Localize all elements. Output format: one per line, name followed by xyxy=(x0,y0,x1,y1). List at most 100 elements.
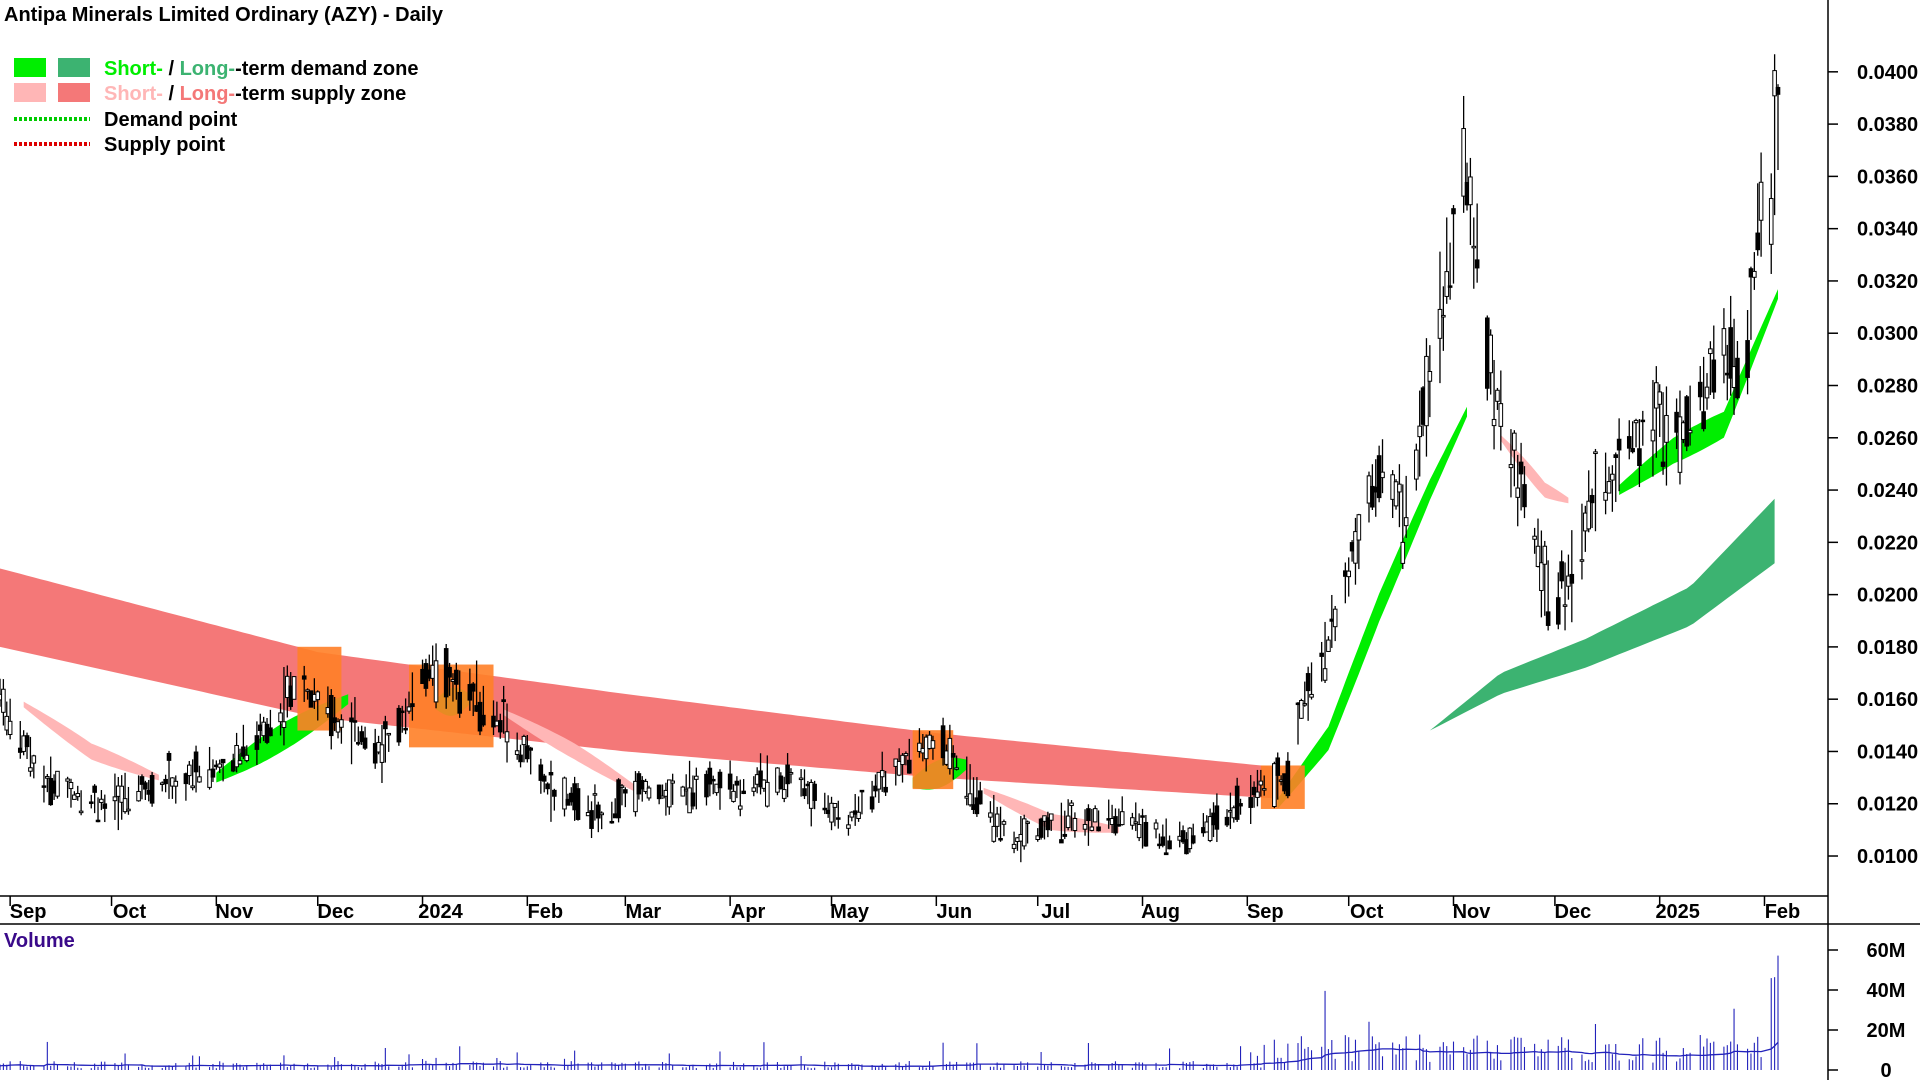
price-tick-label: 0.0200 xyxy=(1857,585,1918,607)
price-candle-body xyxy=(1427,370,1433,382)
legend-supply-zone-label: Short- / Long--term supply zone xyxy=(104,83,406,105)
price-candle-body xyxy=(1224,816,1230,826)
price-candle-body xyxy=(734,780,740,786)
price-candle-body xyxy=(1082,823,1088,830)
price-candle-body xyxy=(596,804,601,819)
price-candle-body xyxy=(812,783,817,801)
time-tick-label: May xyxy=(830,901,870,923)
price-candle-body xyxy=(1735,357,1740,399)
price-candle-body xyxy=(95,819,101,823)
price-candle-body xyxy=(940,725,946,759)
price-candle-body xyxy=(1559,561,1564,582)
price-candle-body xyxy=(917,742,922,752)
price-candle-body xyxy=(1522,484,1527,508)
price-tick-label: 0.0340 xyxy=(1857,219,1918,241)
price-candle-body xyxy=(190,785,195,789)
price-candle-body xyxy=(656,784,662,800)
price-candle-body xyxy=(710,778,716,782)
price-candle-body xyxy=(356,742,361,745)
price-candle-body xyxy=(660,795,665,799)
price-candle-body xyxy=(1772,70,1777,97)
price-candle-body xyxy=(1285,760,1291,797)
price-candle-body xyxy=(1721,328,1727,356)
price-candle-body xyxy=(99,798,104,804)
price-candle-body xyxy=(589,810,594,829)
time-tick-label: Nov xyxy=(215,901,254,923)
price-candle-body xyxy=(1092,808,1098,823)
price-tick-label: 0.0320 xyxy=(1857,271,1918,293)
price-candle-body xyxy=(386,732,392,736)
price-candle-body xyxy=(1444,271,1450,297)
price-candle-body xyxy=(900,754,905,766)
price-candle-body xyxy=(197,776,202,783)
price-candle-body xyxy=(1515,487,1521,498)
price-candle-body xyxy=(78,810,84,814)
price-candle-body xyxy=(1518,461,1524,475)
short-term-demand-zone xyxy=(1619,289,1778,495)
price-candle-body xyxy=(521,735,527,746)
price-candle-body xyxy=(822,807,828,811)
price-candle-body xyxy=(410,703,415,708)
price-candle-body xyxy=(1403,517,1409,527)
price-candle-body xyxy=(193,751,199,773)
price-tick-label: 0.0100 xyxy=(1857,846,1918,868)
price-candle-body xyxy=(1437,308,1443,339)
time-tick-label: Aug xyxy=(1141,901,1180,923)
price-candle-body xyxy=(731,790,736,802)
price-candle-body xyxy=(1603,491,1608,501)
price-candle-body xyxy=(447,666,452,678)
price-candle-body xyxy=(906,759,912,774)
price-candle-body xyxy=(1704,386,1710,399)
price-candle-body xyxy=(1664,414,1669,443)
price-candle-body xyxy=(143,782,148,790)
price-candle-body xyxy=(1072,818,1078,831)
price-candle-body xyxy=(1370,485,1375,508)
price-candle-body xyxy=(281,721,287,728)
price-candle-body xyxy=(217,763,223,768)
price-candle-body xyxy=(967,793,973,806)
price-candle-body xyxy=(1309,693,1314,698)
price-tick-label: 0.0380 xyxy=(1857,114,1918,136)
price-tick-label: 0.0360 xyxy=(1857,166,1918,188)
price-candle-body xyxy=(896,760,902,776)
price-candle-body xyxy=(1768,198,1774,245)
price-tick-label: 0.0240 xyxy=(1857,480,1918,502)
price-candle-body xyxy=(1140,815,1145,818)
price-candle-body xyxy=(31,755,37,764)
short-term-supply-zone xyxy=(23,701,159,781)
price-candle-body xyxy=(1062,833,1068,837)
time-tick-label: Jul xyxy=(1041,901,1070,923)
price-tick-label: 0.0400 xyxy=(1857,62,1918,84)
price-tick-label: 0.0300 xyxy=(1857,323,1918,345)
price-candle-body xyxy=(406,706,412,712)
price-candle-body xyxy=(528,747,533,751)
price-candle-body xyxy=(41,785,47,788)
price-candle-body xyxy=(1708,348,1713,355)
price-candle-body xyxy=(75,792,81,798)
price-candle-body xyxy=(119,785,124,803)
price-candle-body xyxy=(163,778,168,785)
price-candle-body xyxy=(1508,464,1514,469)
price-candle-body xyxy=(1248,797,1253,808)
price-candle-body xyxy=(1096,826,1101,832)
price-candle-body xyxy=(1258,780,1264,786)
price-candle-body xyxy=(518,754,523,763)
price-candle-body xyxy=(829,802,834,823)
volume-tick-label: 40M xyxy=(1867,980,1906,1002)
price-candle-body xyxy=(1775,86,1781,95)
price-candle-body xyxy=(988,812,993,818)
price-candle-body xyxy=(1251,786,1257,796)
price-candle-body xyxy=(1569,573,1575,584)
price-candle-body xyxy=(28,767,33,772)
price-candle-body xyxy=(1346,570,1352,578)
time-tick-label: Oct xyxy=(1350,901,1384,923)
price-candle-body xyxy=(183,773,189,785)
price-candle-body xyxy=(1660,461,1666,467)
price-candle-body xyxy=(1468,176,1473,206)
price-candle-body xyxy=(1488,334,1493,374)
price-candle-body xyxy=(514,750,520,755)
price-candle-body xyxy=(1697,381,1703,398)
price-candle-body xyxy=(72,794,77,800)
price-candle-body xyxy=(1153,822,1159,830)
price-candle-body xyxy=(501,699,506,703)
